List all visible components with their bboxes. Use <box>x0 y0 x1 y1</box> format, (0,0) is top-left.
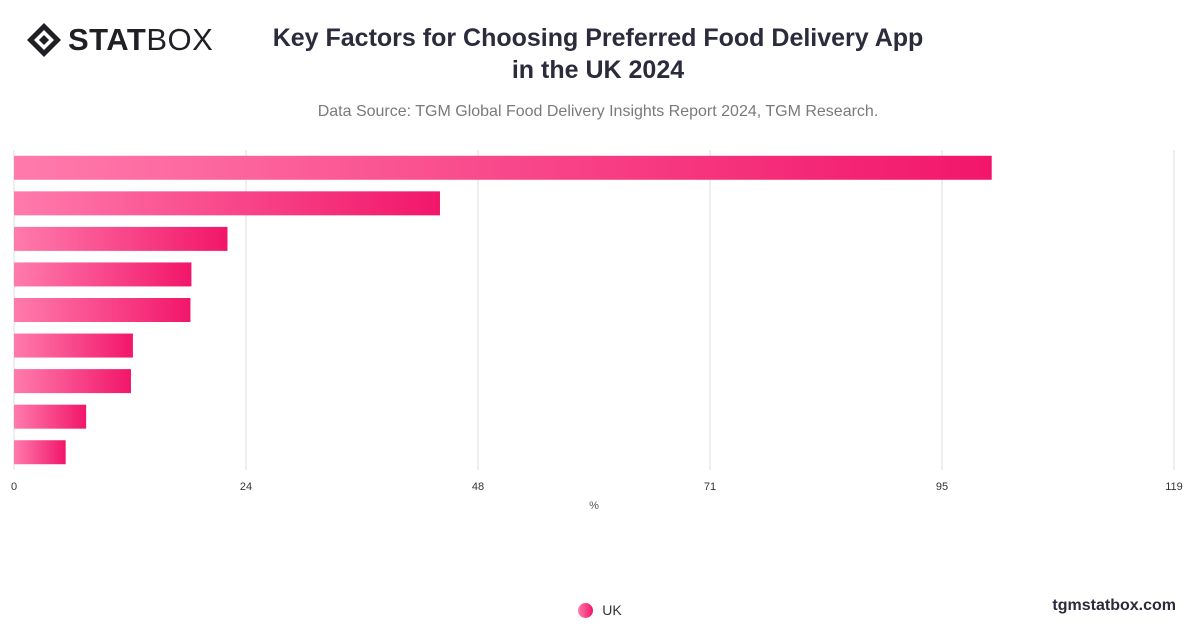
bar[interactable] <box>14 369 131 394</box>
bar[interactable] <box>14 333 133 358</box>
x-tick-label: 95 <box>936 481 948 493</box>
bar[interactable] <box>14 226 228 251</box>
logo-light-text: BOX <box>146 22 214 57</box>
chart-title: Key Factors for Choosing Preferred Food … <box>0 22 1196 86</box>
bar[interactable] <box>14 298 191 322</box>
x-tick-label: 48 <box>472 481 484 493</box>
legend-label-uk: UK <box>602 602 622 618</box>
logo-wordmark: STATBOX <box>68 23 213 57</box>
bar[interactable] <box>14 155 992 180</box>
x-axis-ticks: 0 24 48 71 95 119 <box>11 481 1183 493</box>
legend[interactable]: UK <box>0 602 1200 618</box>
chart-title-line1: Key Factors for Choosing Preferred Food … <box>272 24 924 52</box>
statbox-logo: STATBOX <box>26 22 213 58</box>
x-tick-label: 119 <box>1165 481 1183 493</box>
x-axis-label: % <box>589 500 599 512</box>
x-tick-label: 71 <box>704 481 716 493</box>
data-source: Data Source: TGM Global Food Delivery In… <box>317 103 879 120</box>
x-tick-label: 0 <box>11 481 17 493</box>
logo-bold-text: STAT <box>68 22 147 57</box>
grid-lines <box>13 150 1175 470</box>
bar[interactable] <box>14 191 440 216</box>
chart-title-line2: in the UK 2024 <box>511 56 685 84</box>
diamond-logo-icon <box>27 23 61 57</box>
legend-swatch <box>578 602 594 618</box>
bar[interactable] <box>14 440 66 465</box>
x-tick-label: 24 <box>240 481 252 493</box>
chart-header: Key Factors for Choosing Preferred Food … <box>0 22 1196 122</box>
bar[interactable] <box>14 404 87 429</box>
site-url[interactable]: tgmstatbox.com <box>1052 597 1176 614</box>
bar[interactable] <box>14 262 192 287</box>
bars <box>14 155 992 465</box>
